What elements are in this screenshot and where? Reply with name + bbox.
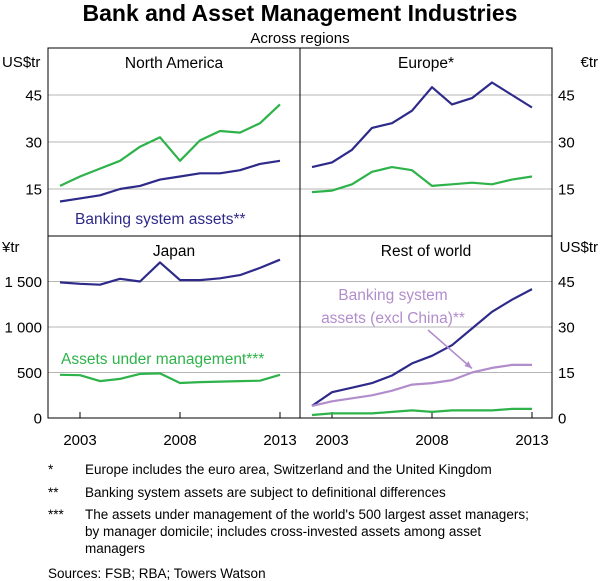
footnote-mark: *** [48,507,64,522]
series-annotation: Banking system assets** [75,211,246,228]
footnote-text: Banking system assets are subject to def… [85,485,446,500]
panel-title: North America [125,55,224,72]
series-annotation: assets (excl China)** [321,310,465,327]
chart-subtitle: Across regions [250,30,349,47]
series-line [59,372,281,385]
x-tick-label: 2013 [263,432,296,449]
series-line [311,166,533,194]
y-tick-label: 30 [558,135,575,152]
x-tick-label: 2008 [415,432,448,449]
series-line [311,363,532,407]
chart-title: Bank and Asset Management Industries [83,0,518,26]
x-tick-label: 2003 [315,432,348,449]
unit-label: €tr [580,54,598,71]
y-tick-label: 1 000 [4,320,42,337]
y-tick-label: 500 [17,365,42,382]
series-line [59,258,281,286]
y-tick-label: 0 [558,411,566,428]
series-line [311,288,533,407]
series-annotation: Banking system [338,287,447,304]
footnote-mark: * [48,462,54,477]
panel-title: Japan [153,243,195,260]
y-tick-label: 15 [558,365,575,382]
unit-label: ¥tr [1,239,20,256]
panel-title: Europe* [398,55,454,72]
series-line [59,103,281,187]
y-tick-label: 30 [25,135,42,152]
x-tick-label: 2003 [63,432,96,449]
y-tick-label: 15 [25,182,42,199]
panel-title: Rest of world [381,243,471,260]
y-tick-label: 45 [558,88,575,105]
y-tick-label: 45 [25,88,42,105]
x-tick-label: 2013 [515,432,548,449]
series-line [311,81,533,169]
unit-label: US$tr [2,54,40,71]
unit-label: US$tr [560,239,598,256]
series-annotation: Assets under management*** [61,351,264,368]
y-tick-label: 0 [34,411,42,428]
y-tick-label: 15 [558,182,575,199]
x-tick-label: 2008 [163,432,196,449]
sources: Sources: FSB; RBA; Towers Watson [48,566,266,581]
chart: Bank and Asset Management Industries Acro… [1,0,598,449]
footnote-text: Europe includes the euro area, Switzerla… [85,462,492,477]
y-tick-label: 30 [558,320,575,337]
y-tick-label: 45 [558,274,575,291]
footnote-mark: ** [48,485,59,500]
series-line [59,159,281,203]
annotation-arrow [427,329,473,370]
annotation-arrowhead [464,361,472,369]
series-line [311,407,532,417]
y-tick-label: 1 500 [4,274,42,291]
footnote-text: The assets under management of the world… [85,507,529,556]
